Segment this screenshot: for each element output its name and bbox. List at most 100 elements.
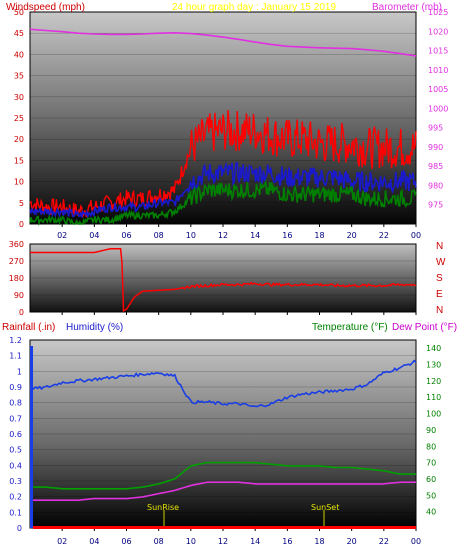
panel1-x-tick-label: 22 xyxy=(379,231,389,240)
temperature-title: Temperature (°F) xyxy=(312,322,388,333)
panel1-x-tick-label: 10 xyxy=(186,231,196,240)
sunrise-label: SunRise xyxy=(147,503,179,512)
series-dew-point-line xyxy=(30,481,416,502)
panel1-x-tick-label: 08 xyxy=(154,231,164,240)
panel3-x-tick-label: 22 xyxy=(379,537,389,546)
barometer-tick-label: 1015 xyxy=(428,47,448,56)
humidity-scale-bar xyxy=(30,346,33,528)
direction-tick-label: 270 xyxy=(9,257,24,266)
windspeed-tick-label: 30 xyxy=(14,93,24,102)
barometer-tick-label: 990 xyxy=(428,143,443,152)
barometer-tick-label: 1000 xyxy=(428,104,448,113)
panel3-x-tick-label: 00 xyxy=(411,537,421,546)
windspeed-tick-label: 15 xyxy=(14,156,24,165)
series-average-line xyxy=(29,161,417,220)
panel1-x-tick-label: 12 xyxy=(218,231,228,240)
temperature-tick-label: 50 xyxy=(426,491,436,500)
panel1-x-tick-label: 06 xyxy=(121,231,131,240)
rainfall-tick-label: 1.2 xyxy=(9,336,22,345)
temperature-tick-label: 130 xyxy=(426,361,441,370)
panel1-x-tick-label: 00 xyxy=(411,231,421,240)
windspeed-tick-label: 20 xyxy=(14,135,24,144)
temperature-tick-label: 80 xyxy=(426,442,436,451)
panel3-x-tick-label: 06 xyxy=(121,537,131,546)
temperature-tick-label: 40 xyxy=(426,508,436,517)
panel3-x-tick-label: 08 xyxy=(154,537,164,546)
direction-tick-label: 360 xyxy=(9,240,24,249)
windspeed-tick-label: 45 xyxy=(14,29,24,38)
rainfall-tick-label: 0.8 xyxy=(9,399,22,408)
rainfall-tick-label: 0.1 xyxy=(9,508,22,517)
panel3-x-tick-label: 14 xyxy=(250,537,260,546)
barometer-tick-label: 1020 xyxy=(428,27,448,36)
panel1-x-tick-label: 20 xyxy=(347,231,357,240)
panel1-x-tick-label: 16 xyxy=(282,231,292,240)
direction-tick-label: 0 xyxy=(19,308,24,317)
windspeed-tick-label: 10 xyxy=(14,178,24,187)
temperature-tick-label: 120 xyxy=(426,377,441,386)
direction-label-s: S xyxy=(436,273,443,284)
series-temperature-line xyxy=(30,461,416,490)
panel1-x-tick-label: 04 xyxy=(89,231,99,240)
panel3-x-tick-label: 18 xyxy=(314,537,324,546)
temperature-tick-label: 140 xyxy=(426,344,441,353)
panel3-axes: 0 0.1 0.2 0.3 0.4 0.5 0.6 0.7 0.8 0.9 1 1.1 1.2 40 50 6… xyxy=(9,336,441,546)
panel2-background xyxy=(29,243,417,313)
direction-label-n-bottom: N xyxy=(436,305,443,316)
series-humidity-line xyxy=(29,359,417,408)
windspeed-tick-label: 0 xyxy=(19,220,24,229)
sunset-label: SunSet xyxy=(311,503,339,512)
direction-label-n-top: N xyxy=(436,241,443,252)
windspeed-title: Windspeed (mph) xyxy=(6,2,85,13)
panel1-axes: 0510152025303540455097598098599099510001… xyxy=(14,8,449,240)
rainfall-baseline-bar xyxy=(33,526,416,529)
panel2-series xyxy=(30,247,417,313)
panel3-x-tick-label: 02 xyxy=(57,537,67,546)
windspeed-tick-label: 35 xyxy=(14,72,24,81)
barometer-tick-label: 985 xyxy=(428,162,443,171)
series-barometer-line xyxy=(29,28,417,57)
panel1-x-tick-label: 14 xyxy=(250,231,260,240)
rainfall-title: Rainfall (.in) xyxy=(2,322,55,333)
rainfall-tick-label: 0.3 xyxy=(9,477,22,486)
rainfall-tick-label: 0.5 xyxy=(9,446,22,455)
direction-label-w: W xyxy=(436,257,446,268)
barometer-tick-label: 1005 xyxy=(428,85,448,94)
rainfall-tick-label: 0.2 xyxy=(9,493,22,502)
panel3-x-tick-label: 04 xyxy=(89,537,99,546)
humidity-title: Humidity (%) xyxy=(66,322,123,333)
panel3-x-tick-label: 10 xyxy=(186,537,196,546)
barometer-tick-label: 975 xyxy=(428,201,443,210)
panel1-x-tick-label: 18 xyxy=(314,231,324,240)
rainfall-tick-label: 0.6 xyxy=(9,430,22,439)
windspeed-tick-label: 25 xyxy=(14,114,24,123)
barometer-tick-label: 1025 xyxy=(428,8,448,17)
panel3-x-tick-label: 20 xyxy=(347,537,357,546)
series-low-line xyxy=(29,178,417,227)
series-direction-line xyxy=(30,247,417,313)
panel3-background xyxy=(29,339,417,529)
barometer-tick-label: 995 xyxy=(428,124,443,133)
temperature-tick-label: 100 xyxy=(426,410,441,419)
direction-tick-label: 90 xyxy=(14,291,24,300)
panel1-x-tick-label: 02 xyxy=(57,231,67,240)
panel3-series xyxy=(29,359,417,502)
temperature-tick-label: 60 xyxy=(426,475,436,484)
rainfall-tick-label: 0 xyxy=(17,524,22,533)
temperature-tick-label: 90 xyxy=(426,426,436,435)
panel1-series xyxy=(29,28,417,227)
direction-label-e: E xyxy=(436,289,443,300)
panel3-x-tick-label: 16 xyxy=(282,537,292,546)
rainfall-tick-label: 1.1 xyxy=(9,352,22,361)
temperature-tick-label: 110 xyxy=(426,393,441,402)
temperature-tick-label: 70 xyxy=(426,459,436,468)
rainfall-tick-label: 0.4 xyxy=(9,461,22,470)
windspeed-tick-label: 5 xyxy=(19,199,24,208)
barometer-title: Barometer (mb) xyxy=(372,2,442,13)
windspeed-tick-label: 50 xyxy=(14,8,24,17)
direction-tick-label: 180 xyxy=(9,274,24,283)
panel2-axes: 0 90 180 270 360 xyxy=(9,240,417,317)
barometer-tick-label: 980 xyxy=(428,181,443,190)
